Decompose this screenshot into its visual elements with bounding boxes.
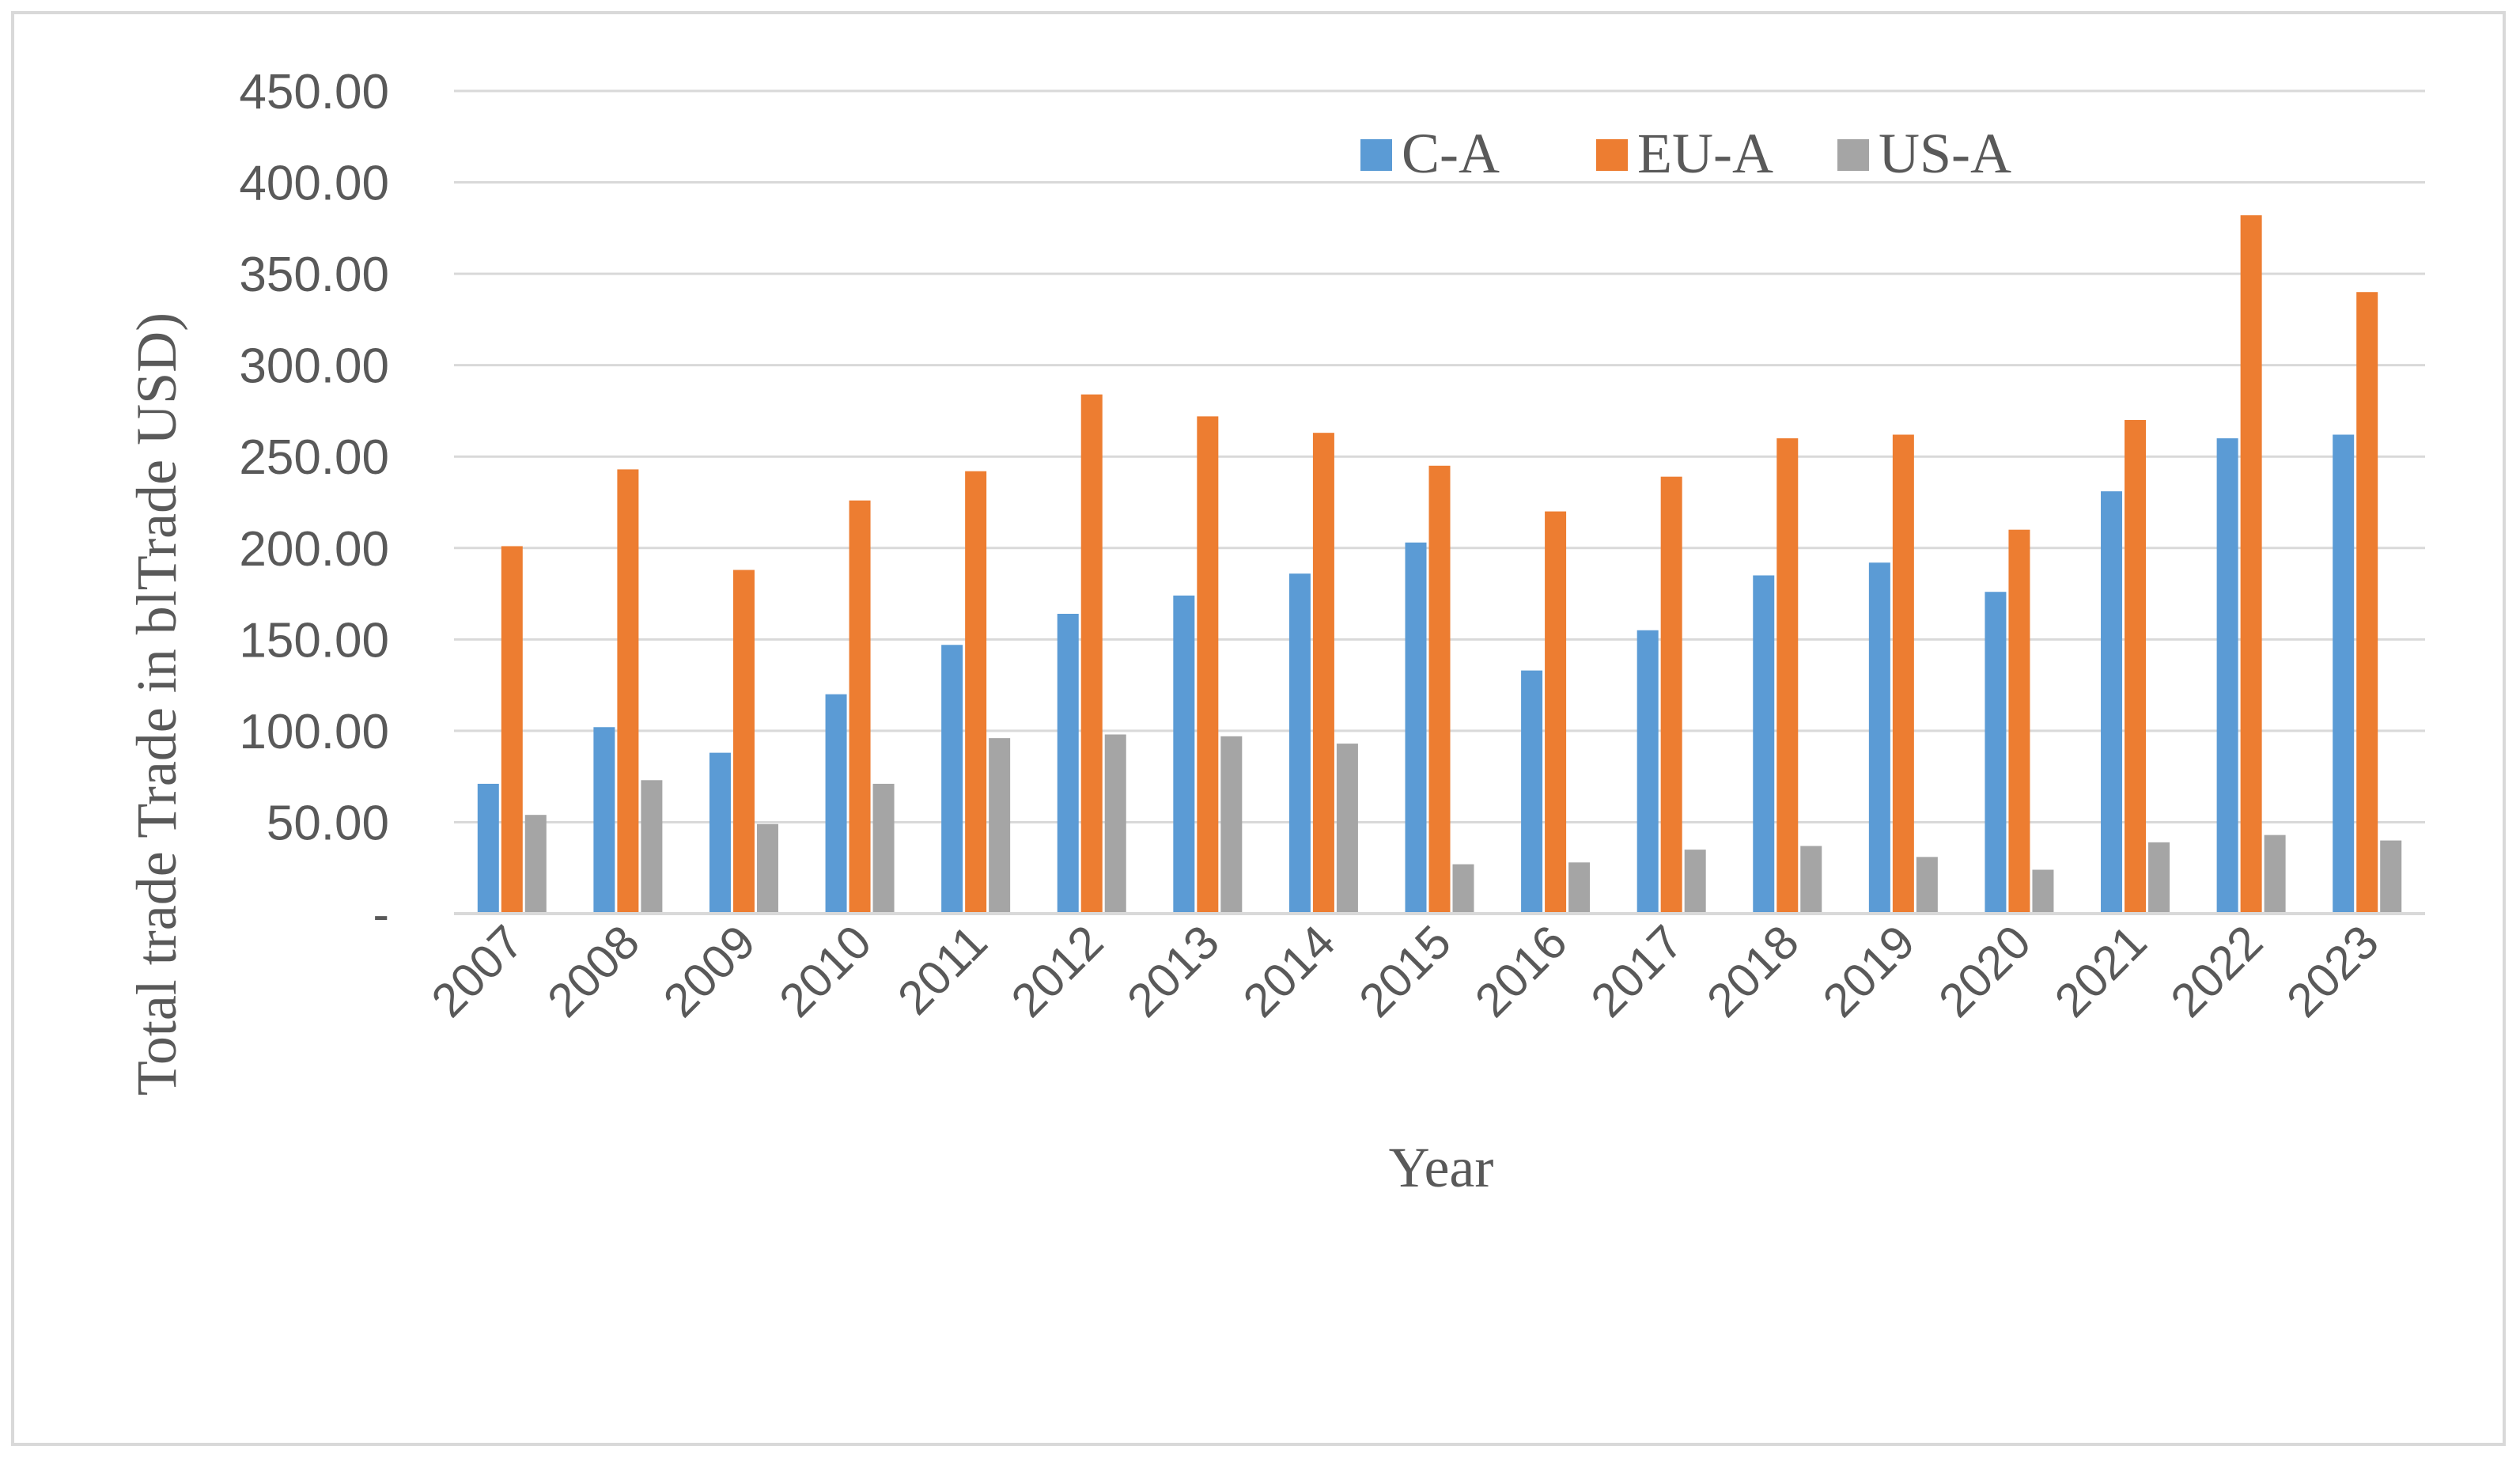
x-tick-label: 2009 xyxy=(653,915,766,1028)
bar-us-a-2015 xyxy=(1452,864,1474,914)
bar-us-a-2009 xyxy=(756,823,778,914)
y-tick-label: 250.00 xyxy=(239,430,389,485)
bar-eu-a-2023 xyxy=(2356,292,2378,914)
y-tick-label: 50.00 xyxy=(267,796,389,850)
bar-c-a-2021 xyxy=(2101,491,2123,914)
bar-eu-a-2011 xyxy=(965,471,987,914)
bar-us-a-2019 xyxy=(1916,857,1938,914)
bar-c-a-2010 xyxy=(825,694,847,914)
bar-c-a-2016 xyxy=(1521,670,1543,914)
legend-swatch-c-a xyxy=(1360,139,1392,171)
bar-us-a-2014 xyxy=(1336,744,1358,914)
y-tick-label: 100.00 xyxy=(239,705,389,759)
x-tick-label: 2015 xyxy=(1349,915,1461,1028)
bar-c-a-2019 xyxy=(1868,562,1890,914)
x-tick-label: 2017 xyxy=(1581,915,1693,1028)
bar-us-a-2017 xyxy=(1684,850,1706,914)
bar-us-a-2013 xyxy=(1220,736,1243,914)
legend-label-eu-a: EU-A xyxy=(1637,122,1773,185)
x-tick-label: 2012 xyxy=(1001,915,1114,1028)
bars xyxy=(477,215,2402,914)
bar-c-a-2008 xyxy=(593,727,615,914)
y-tick-label: 150.00 xyxy=(239,613,389,668)
bar-eu-a-2013 xyxy=(1197,416,1219,914)
bar-us-a-2016 xyxy=(1568,862,1591,914)
bar-us-a-2023 xyxy=(2380,840,2402,914)
bar-us-a-2012 xyxy=(1104,734,1126,914)
gridlines xyxy=(454,89,2425,823)
x-tick-label: 2016 xyxy=(1465,915,1577,1028)
x-tick-label: 2013 xyxy=(1117,915,1229,1028)
y-tick-label: - xyxy=(373,888,389,942)
x-tick-label: 2007 xyxy=(422,915,534,1028)
x-tick-labels: 2007 2008 2009 2010 2011 2012 2013 2014 2015 2016… xyxy=(422,915,2389,1028)
bar-c-a-2020 xyxy=(1985,592,2007,914)
y-tick-label: 200.00 xyxy=(239,522,389,577)
bar-c-a-2007 xyxy=(477,783,499,914)
x-tick-label: 2023 xyxy=(2276,915,2389,1028)
bar-eu-a-2007 xyxy=(501,546,523,914)
legend-label-us-a: US-A xyxy=(1879,122,2011,185)
x-tick-label: 2018 xyxy=(1697,915,1809,1028)
legend-label-c-a: C-A xyxy=(1402,122,1500,185)
bar-c-a-2022 xyxy=(2216,438,2238,914)
legend-swatch-eu-a xyxy=(1596,139,1628,171)
bar-us-a-2022 xyxy=(2264,835,2286,914)
x-tick-label: 2008 xyxy=(537,915,649,1028)
bar-eu-a-2009 xyxy=(732,570,755,914)
bar-eu-a-2019 xyxy=(1892,434,1914,914)
x-axis-title: Year xyxy=(1389,1136,1494,1199)
bar-eu-a-2018 xyxy=(1776,438,1799,914)
legend: C-A EU-A US-A xyxy=(1360,122,2011,185)
legend-swatch-us-a xyxy=(1837,139,1869,171)
x-tick-label: 2010 xyxy=(769,915,881,1028)
y-tick-label: 450.00 xyxy=(239,65,389,119)
x-tick-label: 2014 xyxy=(1233,915,1345,1028)
bar-c-a-2014 xyxy=(1288,573,1311,914)
bar-eu-a-2020 xyxy=(2008,529,2030,914)
y-tick-label: 350.00 xyxy=(239,248,389,302)
bar-eu-a-2016 xyxy=(1545,511,1567,914)
x-tick-label: 2011 xyxy=(887,915,997,1025)
chart-frame xyxy=(11,11,2506,1446)
x-tick-label: 2021 xyxy=(2045,915,2157,1028)
bar-c-a-2013 xyxy=(1173,595,1195,914)
x-tick-label: 2020 xyxy=(1928,915,2041,1028)
bar-eu-a-2010 xyxy=(849,500,871,914)
bar-c-a-2018 xyxy=(1753,575,1775,914)
bar-c-a-2015 xyxy=(1405,542,1427,914)
bar-c-a-2009 xyxy=(709,752,731,914)
bar-c-a-2023 xyxy=(2333,434,2355,914)
bar-c-a-2011 xyxy=(941,645,963,914)
y-tick-labels: - 50.00 100.00 150.00 200.00 250.00 300.00 350.… xyxy=(239,65,389,942)
bar-us-a-2010 xyxy=(872,783,895,914)
bar-us-a-2011 xyxy=(989,738,1011,914)
y-tick-label: 400.00 xyxy=(239,157,389,211)
bar-us-a-2021 xyxy=(2148,842,2170,914)
bar-eu-a-2012 xyxy=(1080,394,1103,914)
bar-us-a-2008 xyxy=(641,780,663,914)
bar-eu-a-2008 xyxy=(617,469,639,914)
x-tick-label: 2022 xyxy=(2161,915,2273,1028)
bar-eu-a-2014 xyxy=(1312,433,1334,914)
bar-eu-a-2017 xyxy=(1660,476,1682,914)
x-tick-label: 2019 xyxy=(1813,915,1925,1028)
bar-us-a-2020 xyxy=(2032,869,2054,914)
bar-c-a-2017 xyxy=(1636,630,1659,914)
bar-eu-a-2021 xyxy=(2125,420,2147,914)
bar-us-a-2007 xyxy=(524,815,547,914)
bar-eu-a-2015 xyxy=(1428,465,1451,914)
y-tick-label: 300.00 xyxy=(239,339,389,394)
bar-us-a-2018 xyxy=(1800,846,1822,914)
y-axis-title: Total trade Trade in blTrade USD) xyxy=(125,312,188,1096)
bar-c-a-2012 xyxy=(1057,613,1079,914)
bar-eu-a-2022 xyxy=(2240,215,2262,914)
